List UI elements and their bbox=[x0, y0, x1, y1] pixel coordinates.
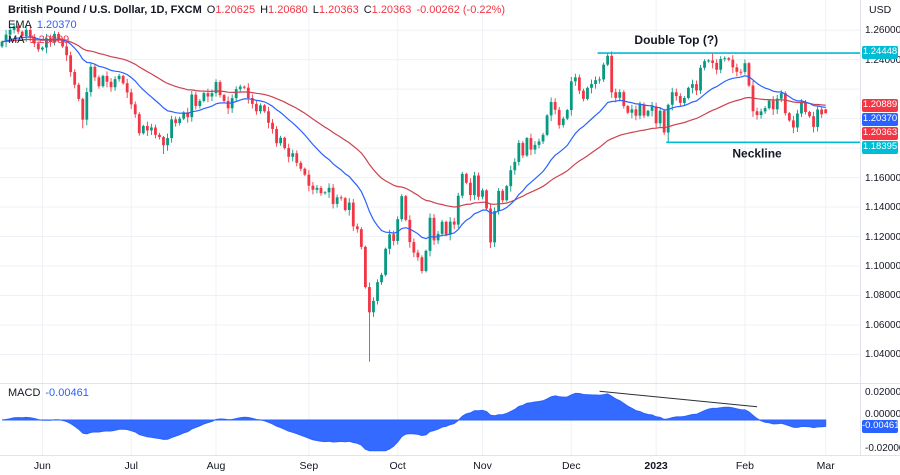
price-axis[interactable]: USD 1.26000 1.24000 1.16000 1.14000 1.12000 1… bbox=[860, 0, 900, 455]
price-badge-1.24448: 1.24448 bbox=[862, 46, 898, 60]
symbol-title: British Pound / U.S. Dollar, 1D, FXCM bbox=[8, 4, 202, 16]
time-axis[interactable]: Jun Jul Aug Sep Oct Nov Dec 2023 Feb Mar bbox=[0, 455, 900, 475]
time-label-Mar: Mar bbox=[816, 460, 835, 472]
open-value: 1.20625 bbox=[215, 4, 256, 16]
ema-line bbox=[1, 36, 826, 240]
price-badge-1.20370: 1.20370 bbox=[862, 112, 898, 126]
ma-label: MA bbox=[8, 34, 25, 46]
axis-currency-label: USD bbox=[869, 4, 892, 16]
ma-legend-row[interactable]: MA 1.20889 bbox=[8, 33, 505, 48]
ema-legend-row[interactable]: EMA 1.20370 bbox=[8, 18, 505, 33]
pane-separator[interactable] bbox=[0, 383, 900, 384]
time-label-Jun: Jun bbox=[33, 460, 51, 472]
high-label: H bbox=[260, 4, 269, 16]
time-label-Nov: Nov bbox=[473, 460, 492, 472]
price-tick: 1.14000 bbox=[865, 202, 900, 214]
macd-trendline[interactable] bbox=[599, 390, 758, 408]
open-label: O bbox=[206, 4, 216, 16]
ema-label: EMA bbox=[8, 19, 32, 31]
time-label-Aug: Aug bbox=[206, 460, 226, 472]
time-label-2023: 2023 bbox=[644, 460, 668, 472]
time-label-Oct: Oct bbox=[389, 460, 406, 472]
ma-line bbox=[1, 38, 826, 208]
price-badge-1.18395: 1.18395 bbox=[862, 140, 898, 154]
price-tick: 1.24000 bbox=[865, 54, 900, 66]
macd-pane[interactable] bbox=[0, 384, 860, 455]
candlestick-series bbox=[0, 23, 828, 362]
price-badge-1.20363: 1.20363 bbox=[862, 126, 898, 140]
price-badge-1.20889: 1.20889 bbox=[862, 98, 898, 112]
double-top-label[interactable]: Double Top (?) bbox=[634, 33, 718, 47]
ema-value: 1.20370 bbox=[36, 19, 77, 31]
time-label-Jul: Jul bbox=[124, 460, 138, 472]
change-value: -0.00262 (-0.22%) bbox=[416, 4, 506, 16]
symbol-legend-row[interactable]: British Pound / U.S. Dollar, 1D, FXCM O1… bbox=[8, 3, 505, 18]
macd-legend[interactable]: MACD -0.00461 bbox=[8, 386, 89, 401]
time-label-Feb: Feb bbox=[735, 460, 754, 472]
macd-value: -0.00461 bbox=[45, 387, 89, 399]
price-tick: 1.12000 bbox=[865, 231, 900, 243]
macd-badge: -0.00461 bbox=[862, 420, 900, 434]
close-label: C bbox=[363, 4, 372, 16]
high-value: 1.20680 bbox=[268, 4, 308, 16]
close-value: 1.20363 bbox=[371, 4, 412, 16]
low-value: 1.20363 bbox=[318, 4, 359, 16]
time-label-Sep: Sep bbox=[299, 460, 319, 472]
price-tick: 1.26000 bbox=[865, 25, 900, 37]
macd-tick: -0.02000 bbox=[865, 443, 900, 454]
macd-area bbox=[1, 392, 827, 452]
time-label-Dec: Dec bbox=[561, 460, 581, 472]
macd-tick: 0.00000 bbox=[865, 409, 900, 420]
chart-legend: British Pound / U.S. Dollar, 1D, FXCM O1… bbox=[8, 3, 505, 48]
macd-label: MACD bbox=[8, 387, 41, 399]
candlestick-chart[interactable]: Double Top (?) Neckline bbox=[0, 0, 860, 383]
neckline-label[interactable]: Neckline bbox=[732, 146, 782, 160]
main-chart-pane[interactable]: Double Top (?) Neckline bbox=[0, 0, 860, 383]
price-tick: 1.06000 bbox=[865, 319, 900, 331]
price-tick: 1.08000 bbox=[865, 290, 900, 302]
ma-value: 1.20889 bbox=[29, 34, 70, 46]
price-tick: 1.16000 bbox=[865, 172, 900, 184]
macd-chart[interactable] bbox=[0, 384, 860, 455]
low-label: L bbox=[312, 4, 319, 16]
price-tick: 1.04000 bbox=[865, 349, 900, 361]
macd-tick: 0.02000 bbox=[865, 387, 900, 398]
price-tick: 1.10000 bbox=[865, 260, 900, 272]
